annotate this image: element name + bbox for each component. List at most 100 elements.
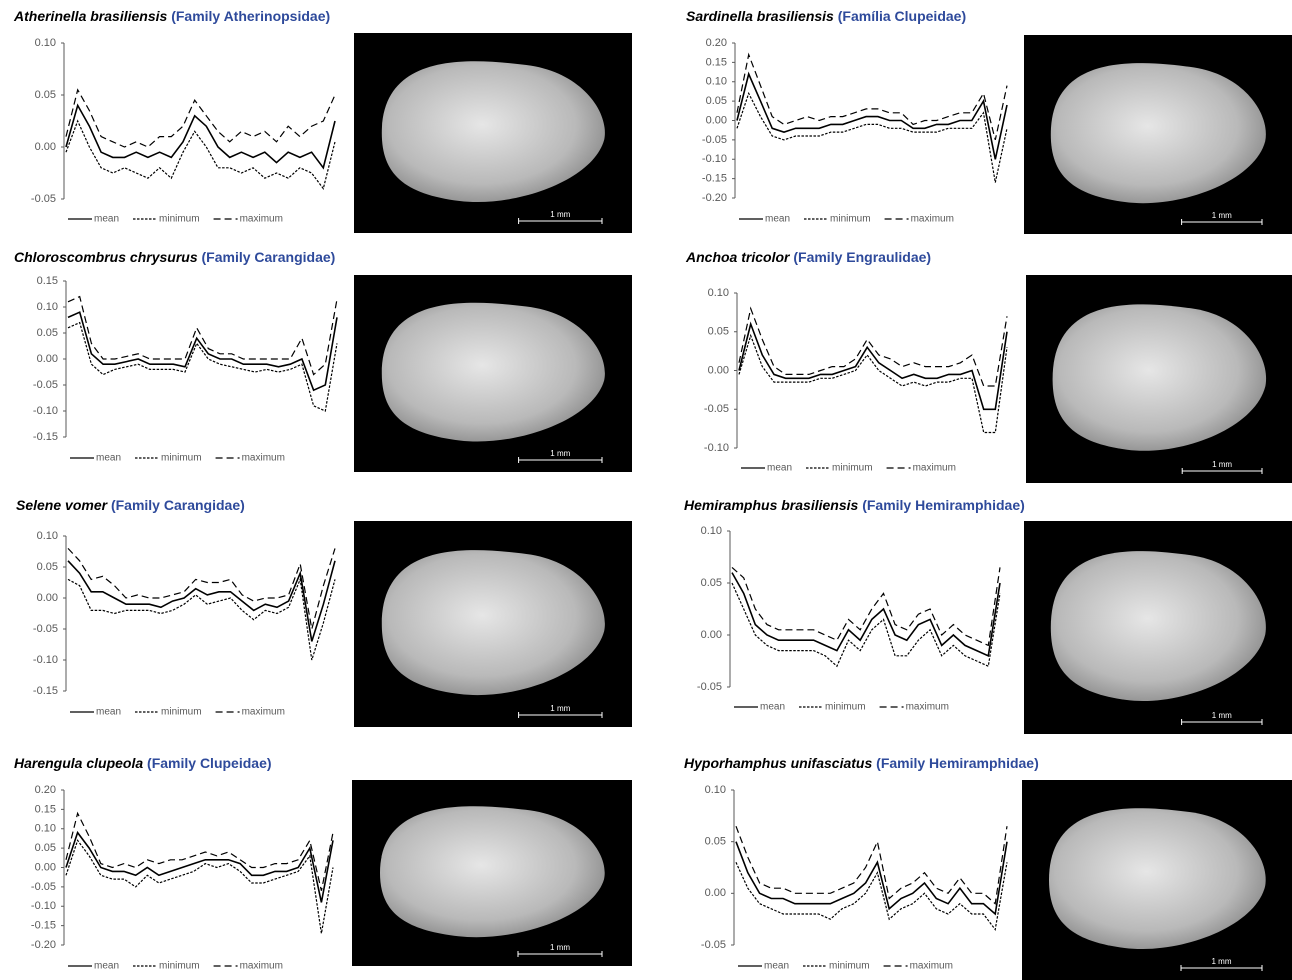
legend-label: maximum [240,961,283,972]
legend-label: minimum [161,707,202,718]
species-name: Harengula clupeola [14,755,143,771]
legend-label: maximum [911,214,954,225]
family-name: (Family Hemiramphidae) [862,497,1025,513]
y-tick-label: 0.00 [37,592,58,604]
y-tick-label: 0.10 [35,823,56,835]
y-tick-label: 0.15 [35,803,56,815]
legend-label: mean [767,463,792,474]
scale-label: 1 mm [550,210,570,219]
panel-title: Chloroscombrus chrysurus (Family Carangi… [14,249,335,265]
y-tick-label: 0.20 [35,784,56,796]
family-name: (Family Atherinopsidae) [171,8,330,24]
y-tick-label: -0.10 [31,900,56,912]
series-line [65,830,334,903]
legend-label: maximum [913,463,956,474]
family-name: (Family Carangidae) [111,497,245,513]
legend-label: minimum [829,961,870,972]
otolith-shape [381,302,605,442]
legend-label: maximum [242,453,285,464]
panel: Sardinella brasiliensis (Família Clupeid… [686,8,1292,234]
y-tick-label: 0.00 [706,114,727,126]
series-line [736,52,1008,141]
series-line [65,839,334,934]
family-name: (Family Carangidae) [202,249,336,265]
scale-label: 1 mm [550,943,570,952]
series-line [65,88,336,148]
family-name: (Family Clupeidae) [147,755,271,771]
panel: Hyporhamphus unifasciatus (Family Hemira… [684,755,1292,980]
series-line [67,577,336,661]
series-line [67,295,338,376]
y-tick-label: 0.05 [706,95,727,107]
panel-title: Sardinella brasiliensis (Família Clupeid… [686,8,966,24]
legend-label: mean [764,961,789,972]
y-tick-label: 0.20 [706,37,727,49]
y-tick-label: -0.05 [701,939,726,951]
y-tick-label: -0.15 [702,173,727,185]
otolith-shape [1052,304,1267,451]
legend-label: maximum [906,702,949,713]
series-line [731,566,1001,647]
series-line [65,811,334,891]
legend-label: mean [760,702,785,713]
panel-title: Anchoa tricolor (Family Engraulidae) [685,249,931,265]
y-tick-label: -0.05 [33,623,58,635]
otolith-shape [1049,808,1266,950]
panel-title: Hyporhamphus unifasciatus (Family Hemira… [684,755,1039,771]
series-line [738,306,1008,387]
series-line [731,572,1001,657]
y-tick-label: -0.05 [704,403,729,415]
y-tick-label: 0.00 [708,364,729,376]
legend-label: mean [96,707,121,718]
family-name: (Família Clupeidae) [838,8,966,24]
y-tick-label: -0.15 [33,685,58,697]
y-tick-label: 0.10 [708,287,729,299]
y-tick-label: 0.10 [706,76,727,88]
series-line [67,311,338,392]
panel-title: Atherinella brasiliensis (Family Atherin… [13,8,330,24]
scale-label: 1 mm [1212,460,1232,469]
y-tick-label: 0.00 [35,861,56,873]
y-tick-label: -0.20 [702,192,727,204]
family-name: (Family Engraulidae) [793,249,931,265]
series-line [735,841,1008,916]
y-tick-label: 0.10 [701,525,722,537]
y-tick-label: -0.05 [702,134,727,146]
y-tick-label: -0.05 [697,681,722,693]
panel: Hemiramphus brasiliensis (Family Hemiram… [684,497,1292,734]
series-line [67,321,338,412]
y-tick-label: 0.05 [37,327,58,339]
species-name: Atherinella brasiliensis [13,8,167,24]
otolith-shape [1050,551,1266,702]
series-line [736,71,1008,160]
scale-label: 1 mm [1212,957,1232,966]
y-tick-label: 0.00 [37,353,58,365]
y-tick-label: 0.05 [35,842,56,854]
otolith-shape [381,61,605,203]
series-line [738,321,1008,411]
y-tick-label: 0.15 [37,275,58,287]
series-line [738,333,1008,434]
legend-label: maximum [910,961,953,972]
y-tick-label: 0.05 [701,577,722,589]
legend-label: minimum [159,961,200,972]
y-tick-label: -0.05 [33,379,58,391]
family-name: (Family Hemiramphidae) [876,755,1039,771]
legend-label: maximum [242,707,285,718]
legend-label: mean [96,453,121,464]
panel: Anchoa tricolor (Family Engraulidae) 0.10… [685,249,1292,483]
y-tick-label: 0.00 [705,887,726,899]
y-tick-label: -0.15 [33,431,58,443]
panel: Atherinella brasiliensis (Family Atherin… [13,8,632,233]
y-tick-label: 0.10 [705,784,726,796]
series-line [735,825,1008,905]
species-name: Chloroscombrus chrysurus [14,249,198,265]
panel: Chloroscombrus chrysurus (Family Carangi… [14,249,632,472]
legend-label: mean [94,214,119,225]
y-tick-label: 0.05 [708,326,729,338]
y-tick-label: -0.05 [31,193,56,205]
species-name: Hyporhamphus unifasciatus [684,755,872,771]
legend-label: mean [94,961,119,972]
legend-label: mean [765,214,790,225]
